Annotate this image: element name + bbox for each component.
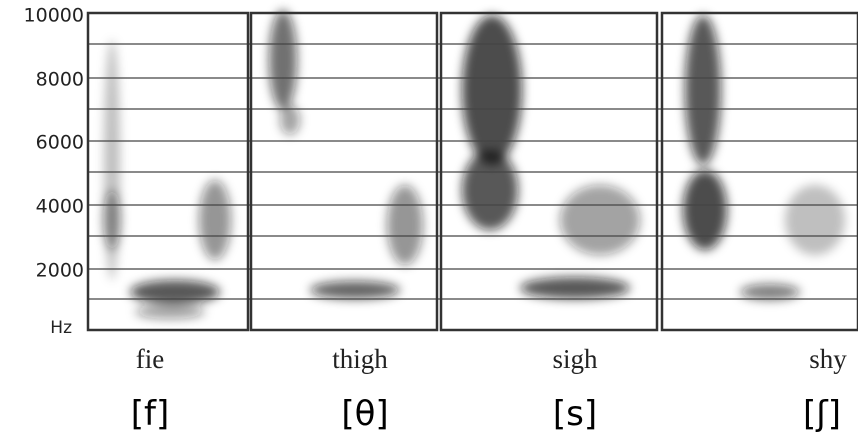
y-tick-label: 2000 bbox=[36, 260, 84, 282]
panel-frames bbox=[86, 11, 858, 332]
y-tick-label: 8000 bbox=[36, 69, 84, 91]
word-label: fie bbox=[136, 344, 164, 374]
ipa-label: [θ] bbox=[341, 394, 388, 434]
y-tick-label: 10000 bbox=[24, 5, 84, 27]
y-tick-label: 6000 bbox=[36, 132, 84, 154]
ipa-label: [ʃ] bbox=[803, 394, 841, 434]
axis-unit: Hz bbox=[50, 318, 72, 338]
grid bbox=[88, 43, 858, 300]
y-tick-label: 4000 bbox=[36, 196, 84, 218]
ipa-label: [f] bbox=[131, 394, 170, 434]
word-label: shy bbox=[809, 344, 847, 374]
ipa-label: [s] bbox=[553, 394, 597, 434]
word-label: sigh bbox=[552, 344, 598, 374]
spectrogram-energy bbox=[103, 10, 845, 319]
word-label: thigh bbox=[332, 344, 388, 374]
